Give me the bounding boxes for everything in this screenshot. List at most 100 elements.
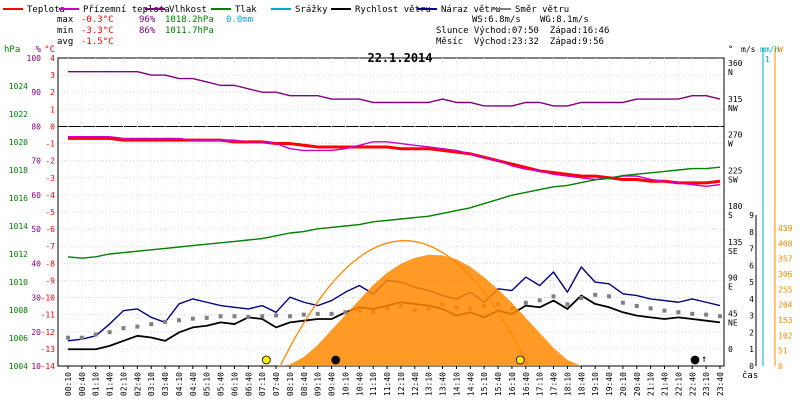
x-tick-label: 07:10	[258, 372, 267, 396]
stats-moon: Měsíc Východ:23:32 Západ:9:56	[436, 37, 604, 47]
stats-avg-label: avg	[57, 37, 73, 47]
x-tick-label: 20:40	[633, 372, 642, 396]
temp-tick-label: 3	[50, 71, 55, 80]
hum-tick-label: 50	[31, 225, 41, 234]
x-tick-label: 09:10	[314, 372, 323, 396]
hum-tick-label: 90	[31, 88, 41, 97]
x-tick-label: 19:40	[605, 372, 614, 396]
solar-tick-label: 204	[778, 301, 793, 310]
x-tick-label: 01:10	[92, 372, 101, 396]
x-tick-label: 22:10	[674, 372, 683, 396]
moonrise-marker	[690, 355, 700, 365]
moonset-marker	[331, 355, 341, 365]
stats-min-press: 1011.7hPa	[165, 26, 214, 36]
x-tick-label: 17:10	[536, 372, 545, 396]
legend-label: Vlhkost	[169, 5, 207, 15]
dir-axis-label: °	[728, 45, 733, 55]
wind-tick-label: 0	[749, 362, 754, 371]
series-line	[67, 166, 721, 259]
dir-point	[523, 300, 528, 305]
legend-label: Směr větru	[515, 5, 569, 15]
dir-point	[79, 335, 84, 340]
sun-arc	[279, 240, 530, 367]
press-tick-label: 1008	[9, 306, 28, 315]
dir-tick-value: 270	[728, 131, 743, 140]
series-line	[68, 70, 721, 107]
x-tick-label: 02:10	[119, 372, 128, 396]
sunset-marker	[515, 355, 525, 365]
dir-tick-value: 45	[728, 309, 738, 318]
solar-tick-label: 255	[778, 285, 793, 294]
stats-avg-temp: -1.5°C	[81, 37, 114, 47]
dir-point	[634, 303, 639, 308]
x-tick-label: 10:40	[355, 372, 364, 396]
x-tick-label: 14:10	[452, 372, 461, 396]
x-tick-label: 02:40	[133, 372, 142, 396]
dir-point	[537, 298, 542, 303]
temp-tick-label: -5	[45, 208, 55, 217]
dir-point	[315, 311, 320, 316]
dir-point	[246, 315, 251, 320]
stats-max-press: 1018.2hPa	[165, 15, 214, 25]
dir-tick-value: 0	[728, 345, 733, 354]
dir-tick-value: 135	[728, 238, 743, 247]
dir-point	[204, 315, 209, 320]
temp-axis-label: °C	[44, 45, 55, 55]
x-tick-label: 14:40	[466, 372, 475, 396]
hum-tick-label: 60	[31, 191, 41, 200]
dir-point	[135, 324, 140, 329]
x-tick-label: 21:40	[661, 372, 670, 396]
dir-tick-value: 315	[728, 95, 743, 104]
sunrise-marker	[261, 355, 271, 365]
dir-point	[662, 308, 667, 313]
x-axis-label: čas	[742, 370, 758, 381]
x-tick-label: 03:40	[161, 372, 170, 396]
x-tick-label: 06:40	[244, 372, 253, 396]
dir-point	[579, 295, 584, 300]
stats-wg: WG:8.1m/s	[540, 15, 589, 25]
stats-max-label: max	[57, 15, 74, 25]
x-tick-label: 21:10	[647, 372, 656, 396]
legend-label: Srážky	[295, 5, 328, 15]
hum-tick-label: 30	[31, 294, 41, 303]
dir-point	[176, 318, 181, 323]
solar-tick-label: 306	[778, 270, 793, 279]
dir-tick-abbr: N	[728, 68, 733, 77]
temp-tick-label: -13	[41, 345, 56, 354]
x-tick-label: 20:10	[619, 372, 628, 396]
wind-axis-label: m/s	[741, 45, 756, 54]
dir-tick-abbr: S	[728, 211, 733, 220]
solar-tick-label: 459	[778, 224, 793, 233]
temp-tick-label: 2	[50, 88, 55, 97]
x-tick-label: 15:10	[480, 372, 489, 396]
solar-tick-label: 153	[778, 316, 793, 325]
temp-tick-label: 1	[50, 105, 55, 114]
stats-min-hum: 86%	[139, 26, 156, 36]
solar-axis-label: W	[778, 45, 783, 54]
dir-tick-abbr: E	[728, 283, 733, 292]
temp-tick-label: -9	[45, 276, 55, 285]
solar-tick-label: 0	[778, 362, 783, 371]
dir-point	[343, 310, 348, 315]
stats-min-temp: -3.3°C	[81, 26, 114, 36]
x-tick-label: 04:10	[175, 372, 184, 396]
press-tick-label: 1014	[9, 222, 28, 231]
stats-sun: Slunce Východ:07:50 Západ:16:46	[436, 26, 609, 36]
dir-point	[329, 311, 334, 316]
x-tick-label: 15:40	[494, 372, 503, 396]
dir-point	[274, 313, 279, 318]
x-tick-label: 18:10	[563, 372, 572, 396]
x-tick-label: 13:10	[425, 372, 434, 396]
dir-point	[620, 300, 625, 305]
x-tick-label: 19:10	[591, 372, 600, 396]
stats-ws: WS:6.8m/s	[472, 15, 521, 25]
hum-axis-label: %	[36, 45, 42, 55]
dir-point	[121, 326, 126, 331]
wind-tick-label: 2	[749, 328, 754, 337]
dir-point	[551, 294, 556, 299]
hum-tick-label: 80	[31, 122, 41, 131]
dir-tick-value: 225	[728, 166, 743, 175]
x-tick-label: 03:10	[147, 372, 156, 396]
x-tick-label: 18:40	[577, 372, 586, 396]
